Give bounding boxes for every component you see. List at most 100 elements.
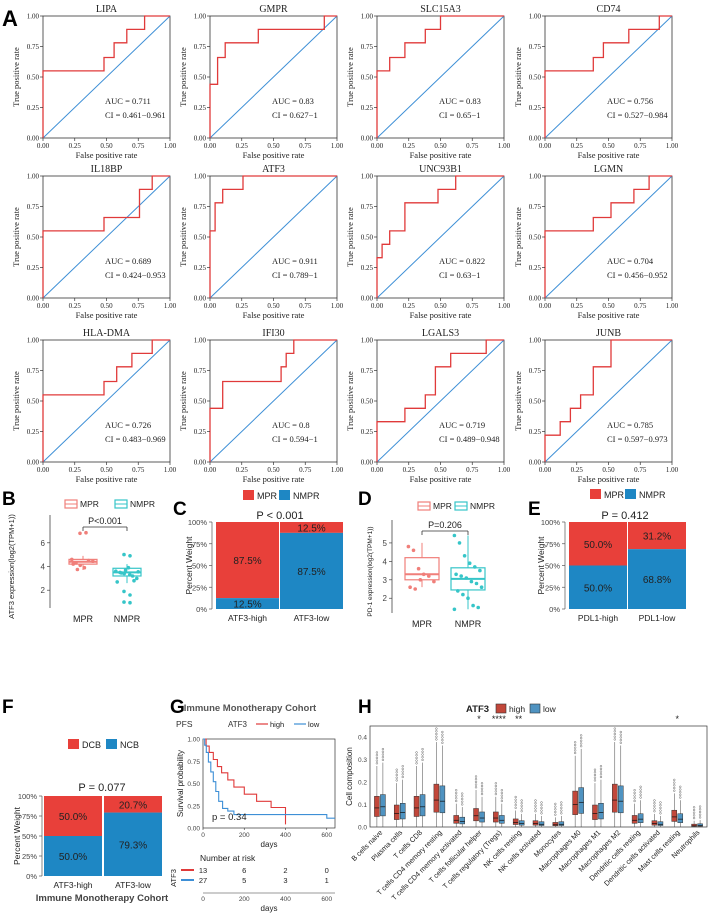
y-tick-label: 50% [22, 832, 37, 841]
y-tick-label: 2 [41, 586, 46, 595]
outlier-point [401, 765, 404, 768]
bar-segment-nmpr [569, 565, 627, 609]
outlier-point [480, 792, 484, 796]
box-low [677, 813, 684, 823]
roc-x-tick-label: 1.00 [666, 302, 679, 310]
outlier-point [639, 791, 642, 794]
bar-label: 20.7% [119, 800, 147, 811]
outlier-point [574, 749, 577, 752]
risk-strata-label: ATF3 [169, 869, 178, 887]
roc-x-tick-label: 1.00 [498, 466, 511, 474]
roc-title: GMPR [259, 4, 288, 15]
outlier-point [415, 754, 418, 757]
outlier-point [494, 784, 497, 788]
outlier-point [461, 803, 464, 806]
bar-segment-mpr [569, 522, 627, 566]
outlier-point [574, 743, 577, 747]
bar-label: 12.5% [233, 600, 261, 611]
roc-diagonal [42, 339, 171, 463]
roc-title: CD74 [597, 4, 621, 15]
roc-y-tick-label: 0.50 [529, 234, 542, 242]
data-point [432, 579, 436, 584]
outlier-point [653, 810, 656, 813]
outlier-point [659, 812, 662, 815]
roc-x-tick-label: 0.75 [634, 466, 647, 474]
legend-key-low [529, 703, 541, 714]
roc-y-tick-label: 0.75 [529, 367, 542, 375]
box-low [538, 821, 545, 826]
outlier-point [122, 589, 126, 594]
roc-curve [544, 339, 672, 462]
box-low [558, 821, 565, 826]
y-tick-label: 25% [545, 583, 560, 592]
bar-segment-dcb [44, 796, 102, 836]
roc-y-tick-label: 0.25 [27, 104, 40, 112]
bar-segment-mpr [280, 522, 343, 533]
outlier-point [514, 798, 517, 801]
data-point [408, 585, 412, 589]
outlier-point [421, 753, 424, 756]
km-curve-low [203, 738, 335, 819]
roc-x-tick-label: 0.25 [571, 142, 584, 150]
panel-h-cell-composition: ATF3 high low 0.0 0.1 0.2 0.3 0.4 Cell compositi… [345, 703, 708, 902]
outlier-point [679, 785, 682, 788]
roc-y-tick-label: 0.75 [27, 367, 40, 375]
x-tick-label: ATF3-high [53, 880, 92, 890]
data-point [476, 605, 481, 610]
bar-segment-nmpr [280, 532, 343, 609]
roc-diagonal [544, 175, 673, 299]
outlier-point [560, 806, 563, 809]
roc-x-label: False positive rate [243, 474, 305, 484]
roc-curve [209, 339, 337, 462]
outlier-point [474, 780, 478, 783]
outlier-point [381, 753, 385, 756]
km-frame [202, 738, 336, 829]
roc-curve [376, 175, 504, 298]
y-tick-label: 0.0 [358, 825, 367, 832]
outlier-point [653, 799, 656, 802]
outlier-point [415, 762, 418, 765]
bar-label: 79.3% [119, 840, 147, 851]
outlier-point [435, 735, 438, 738]
km-legend-label: high [270, 720, 284, 729]
data-point [454, 572, 458, 577]
outlier-point [514, 803, 517, 807]
roc-diagonal [376, 175, 505, 299]
risk-count: 1 [325, 876, 329, 885]
roc-x-label: False positive rate [410, 150, 472, 160]
outlier-point [122, 552, 126, 557]
bar-segment-nmpr [216, 598, 279, 609]
outlier-point [395, 771, 398, 774]
box-high [612, 783, 618, 813]
significance-mark: **** [492, 714, 507, 724]
outlier-point [619, 741, 622, 744]
outlier-point [461, 795, 464, 798]
legend-label: MPR [433, 501, 452, 511]
roc-auc: AUC = 0.911 [272, 256, 318, 266]
data-point [136, 570, 140, 574]
box-high [413, 796, 420, 817]
roc-y-tick-label: 0.75 [361, 203, 374, 211]
p-value: P=0.206 [428, 520, 462, 530]
outlier-point [599, 773, 603, 776]
risk-x-tick-label: 0 [201, 896, 205, 903]
outlier-point [520, 802, 523, 805]
roc-x-tick-label: 0.00 [204, 302, 217, 310]
roc-curve [544, 175, 672, 298]
box-body [404, 557, 440, 581]
outlier-point [435, 732, 438, 736]
box-low [459, 816, 465, 825]
y-tick-label: 5 [383, 539, 388, 548]
data-point [418, 578, 423, 582]
footer-title: Immune Monotherapy Cohort [36, 893, 169, 904]
km-x-tick-label: 200 [239, 832, 250, 839]
y-tick-label: 0% [549, 605, 560, 614]
outlier-point [128, 593, 132, 597]
roc-ci: CI = 0.627−1 [272, 110, 318, 120]
panel-b-box-plot: MPR NMPR 2 4 6 ATF3 expression(log2(TPM+1)) MP… [7, 499, 155, 624]
data-point [78, 563, 82, 568]
bar-label: 87.5% [233, 556, 261, 567]
outlier-point [455, 797, 458, 800]
roc-y-tick-label: 0.00 [361, 459, 374, 467]
panel-letter-d: D [358, 489, 372, 510]
